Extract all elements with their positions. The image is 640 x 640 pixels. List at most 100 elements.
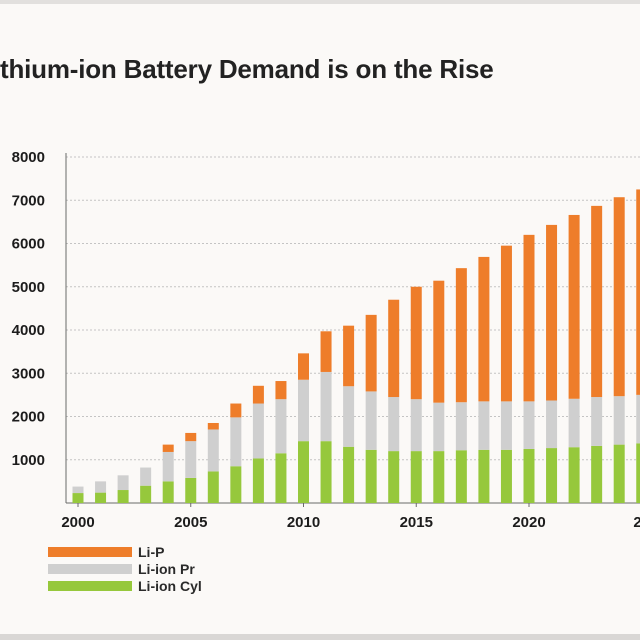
bar-segment: [365, 314, 377, 392]
bar-segment: [500, 245, 512, 402]
bar-segment: [72, 486, 84, 494]
bar-segment: [591, 397, 603, 446]
bar-segment: [298, 379, 309, 442]
bar-segment: [320, 371, 332, 442]
bar-segment: [636, 394, 640, 444]
bar-segment: [546, 224, 558, 401]
legend-swatch-li-ion-cyl: [48, 580, 132, 591]
bar-segment: [252, 385, 264, 404]
y-tick-label: 6000: [12, 236, 45, 253]
bar-segment: [478, 256, 490, 402]
top-border: [0, 0, 640, 4]
bar-segment: [523, 234, 535, 402]
bar-segment: [433, 402, 445, 452]
bar-segment: [343, 325, 355, 387]
bottom-border: [0, 634, 640, 640]
y-tick-label: 1000: [12, 452, 45, 469]
bar-segment: [388, 299, 400, 398]
bar-segment: [252, 458, 264, 503]
bar-segment: [207, 422, 219, 430]
bar-segment: [95, 481, 107, 493]
bar-segment: [140, 467, 152, 486]
y-tick-label: 5000: [12, 279, 45, 296]
bar-segment: [343, 386, 355, 447]
bar-segment: [230, 417, 242, 467]
legend-swatch-li-p: [48, 546, 132, 557]
bar-segment: [320, 441, 332, 503]
legend-swatch-li-ion-pr: [48, 563, 132, 574]
bar-segment: [298, 353, 309, 380]
legend-item-li-ion-pr: Li-ion Pr: [48, 560, 202, 577]
bar-segment: [207, 471, 219, 503]
bar-segment: [388, 451, 400, 503]
legend-label-li-ion-cyl: Li-ion Cyl: [138, 577, 202, 594]
bar-segment: [95, 492, 107, 503]
bar-segment: [185, 477, 197, 503]
chart-title: thium-ion Battery Demand is on the Rise: [0, 54, 494, 84]
bar-segment: [207, 429, 219, 472]
bar-segment: [185, 441, 197, 478]
bar-segment: [500, 449, 512, 503]
legend-item-li-p: Li-P: [48, 543, 202, 560]
bar-segment: [523, 448, 535, 503]
bar-segment: [365, 449, 377, 503]
tick-labels: 1000 2000 3000 4000 5000 6000 7000 8000 2000 2005…: [12, 149, 640, 531]
bar-segment: [252, 403, 264, 459]
x-tick-label: 2000: [61, 514, 94, 531]
bar-segment: [636, 189, 640, 395]
legend: Li-P Li-ion Pr Li-ion Cyl: [48, 543, 202, 594]
bar-segment: [275, 399, 287, 454]
legend-label-li-ion-pr: Li-ion Pr: [138, 560, 195, 577]
bar-segment: [162, 444, 174, 452]
bar-segment: [613, 197, 625, 397]
bar-segment: [410, 399, 422, 452]
y-tick-label: 8000: [12, 149, 45, 166]
bar-segment: [343, 446, 355, 503]
y-tick-label: 3000: [12, 365, 45, 382]
bar-segment: [568, 398, 580, 448]
bar-segment: [140, 485, 152, 503]
y-tick-label: 4000: [12, 322, 45, 339]
bar-segment: [117, 490, 129, 503]
bar-segment: [455, 402, 467, 451]
x-tick-label: 2020: [512, 514, 545, 531]
bar-segment: [591, 445, 603, 503]
x-tick-label: 2010: [287, 514, 320, 531]
bar-segment: [365, 391, 377, 450]
bar-segment: [72, 493, 84, 503]
y-tick-label: 7000: [12, 192, 45, 209]
y-tick-label: 2000: [12, 409, 45, 426]
bar-segment: [478, 449, 490, 503]
legend-item-li-ion-cyl: Li-ion Cyl: [48, 577, 202, 594]
bar-segment: [613, 396, 625, 445]
bar-segment: [546, 400, 558, 449]
bar-segment: [613, 444, 625, 503]
bar-segment: [455, 268, 467, 403]
bar-segment: [568, 214, 580, 399]
bar-segment: [388, 397, 400, 452]
bar-segment: [320, 331, 332, 372]
bar-segment: [433, 451, 445, 503]
bar-segment: [478, 401, 490, 450]
x-tick-label: 2005: [174, 514, 207, 531]
bar-segment: [298, 441, 309, 503]
bar-segment: [410, 451, 422, 503]
bar-segment: [162, 451, 174, 482]
bar-segment: [455, 450, 467, 503]
bar-segment: [275, 453, 287, 503]
bar-segment: [523, 401, 535, 449]
bars: [72, 189, 640, 503]
bar-segment: [410, 286, 422, 400]
bar-segment: [185, 432, 197, 442]
bar-segment: [636, 443, 640, 503]
bar-segment: [117, 475, 129, 491]
bar-segment: [433, 280, 445, 403]
bar-segment: [500, 401, 512, 450]
bar-segment: [275, 381, 287, 400]
bar-segment: [230, 466, 242, 503]
x-tick-label: 2015: [400, 514, 433, 531]
bar-segment: [546, 448, 558, 503]
legend-label-li-p: Li-P: [138, 543, 165, 560]
bar-segment: [230, 403, 242, 418]
